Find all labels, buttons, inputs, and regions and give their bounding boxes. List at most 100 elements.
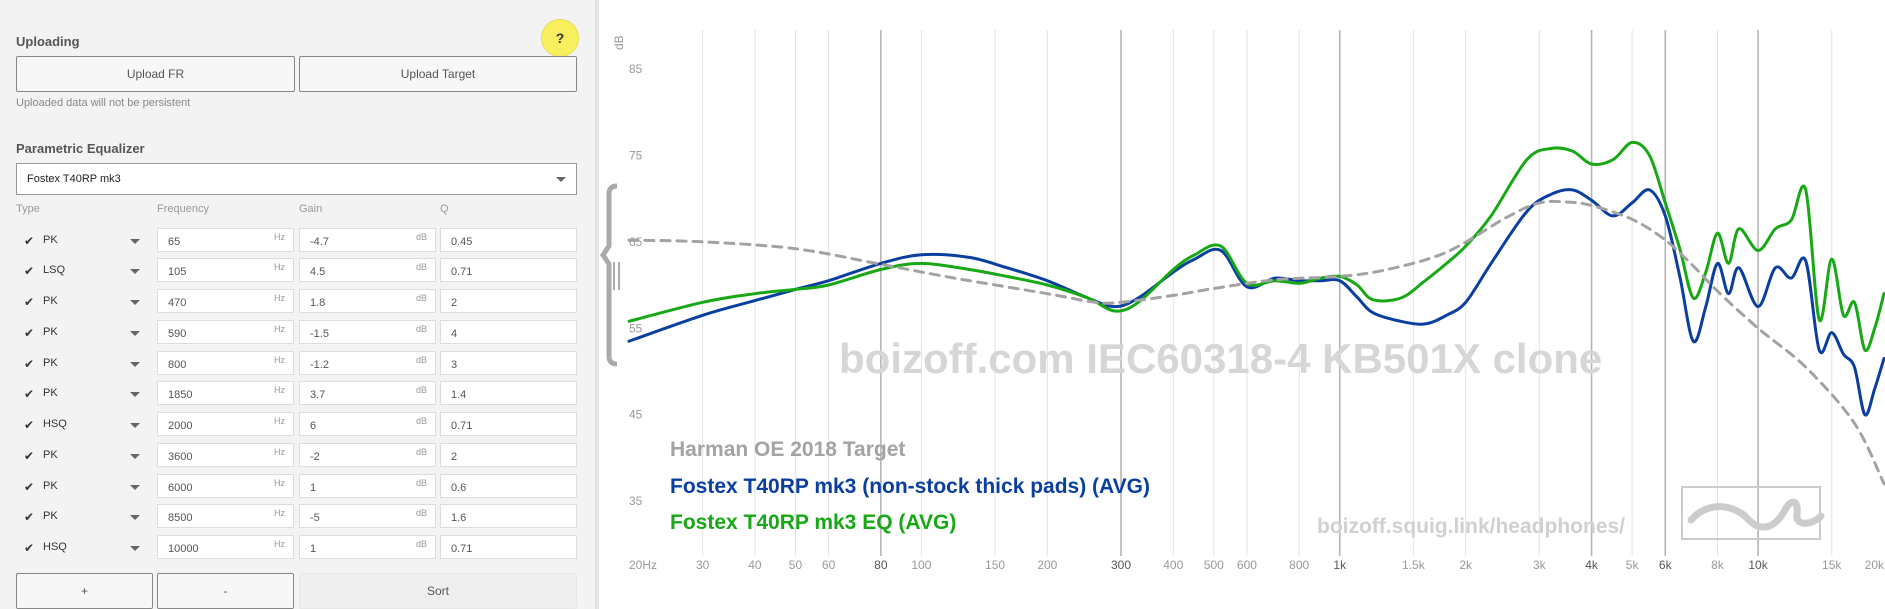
chevron-down-icon[interactable] bbox=[130, 300, 140, 305]
gain-input[interactable]: 4.5 dB bbox=[299, 258, 436, 282]
q-input[interactable]: 0.45 bbox=[440, 228, 577, 252]
q-input[interactable]: 4 bbox=[440, 320, 577, 344]
x-tick-label: 15k bbox=[1822, 558, 1842, 572]
gain-input[interactable]: -2 dB bbox=[299, 443, 436, 467]
filter-type[interactable]: PK bbox=[43, 449, 58, 461]
help-button[interactable]: ? bbox=[541, 19, 579, 57]
chevron-down-icon[interactable] bbox=[130, 239, 140, 244]
frequency-input[interactable]: 8500 Hz bbox=[157, 504, 294, 528]
hz-unit: Hz bbox=[274, 539, 285, 549]
gain-input[interactable]: -5 dB bbox=[299, 504, 436, 528]
grid bbox=[702, 30, 1833, 556]
gain-input[interactable]: 3.7 dB bbox=[299, 381, 436, 405]
x-tick-label: 1k bbox=[1333, 558, 1347, 572]
check-icon[interactable]: ✔ bbox=[24, 295, 35, 309]
filter-type[interactable]: PK bbox=[43, 480, 58, 492]
check-icon[interactable]: ✔ bbox=[24, 387, 35, 401]
chevron-down-icon[interactable] bbox=[130, 392, 140, 397]
check-icon[interactable]: ✔ bbox=[24, 264, 35, 278]
filter-row: ✔ PK 590 Hz -1.5 dB 4 bbox=[16, 320, 577, 346]
model-select[interactable]: Fostex T40RP mk3 bbox=[16, 163, 577, 195]
chevron-down-icon[interactable] bbox=[130, 485, 140, 490]
y-ticks: 85 75 65 55 45 35 bbox=[629, 62, 643, 508]
q-value: 2 bbox=[451, 297, 458, 309]
chevron-down-icon[interactable] bbox=[130, 331, 140, 336]
y-tick-label: 55 bbox=[629, 321, 643, 335]
filter-type[interactable]: PK bbox=[43, 357, 58, 369]
hz-unit: Hz bbox=[274, 385, 285, 395]
frequency-input[interactable]: 65 Hz bbox=[157, 228, 294, 252]
frequency-input[interactable]: 10000 Hz bbox=[157, 535, 294, 559]
frequency-input[interactable]: 6000 Hz bbox=[157, 474, 294, 498]
scale-handle[interactable] bbox=[599, 183, 620, 367]
filter-type[interactable]: PK bbox=[43, 326, 58, 338]
gain-input[interactable]: 6 dB bbox=[299, 412, 436, 436]
q-input[interactable]: 0.71 bbox=[440, 535, 577, 559]
q-input[interactable]: 1.4 bbox=[440, 381, 577, 405]
sort-button[interactable]: Sort bbox=[299, 573, 577, 609]
gain-input[interactable]: -4.7 dB bbox=[299, 228, 436, 252]
check-icon[interactable]: ✔ bbox=[24, 541, 35, 555]
chevron-down-icon[interactable] bbox=[130, 269, 140, 274]
y-tick-label: 75 bbox=[629, 148, 643, 162]
q-input[interactable]: 1.6 bbox=[440, 504, 577, 528]
chevron-down-icon[interactable] bbox=[130, 546, 140, 551]
frequency-input[interactable]: 3600 Hz bbox=[157, 443, 294, 467]
add-filter-button[interactable]: + bbox=[16, 573, 153, 609]
filter-row: ✔ PK 6000 Hz 1 dB 0.6 bbox=[16, 474, 577, 500]
frequency-input[interactable]: 590 Hz bbox=[157, 320, 294, 344]
q-input[interactable]: 3 bbox=[440, 351, 577, 375]
q-input[interactable]: 0.6 bbox=[440, 474, 577, 498]
check-icon[interactable]: ✔ bbox=[24, 510, 35, 524]
q-value: 4 bbox=[451, 328, 458, 340]
remove-filter-button[interactable]: - bbox=[157, 573, 294, 609]
check-icon[interactable]: ✔ bbox=[24, 418, 35, 432]
frequency-input[interactable]: 2000 Hz bbox=[157, 412, 294, 436]
gain-input[interactable]: 1 dB bbox=[299, 535, 436, 559]
gain-input[interactable]: 1.8 dB bbox=[299, 289, 436, 313]
gain-input[interactable]: -1.5 dB bbox=[299, 320, 436, 344]
legend-eq[interactable]: Fostex T40RP mk3 EQ (AVG) bbox=[670, 511, 956, 534]
panel-divider[interactable] bbox=[596, 0, 599, 609]
legend-original[interactable]: Fostex T40RP mk3 (non-stock thick pads) … bbox=[670, 475, 1150, 498]
check-icon[interactable]: ✔ bbox=[24, 449, 35, 463]
check-icon[interactable]: ✔ bbox=[24, 234, 35, 248]
chevron-down-icon[interactable] bbox=[130, 423, 140, 428]
upload-target-button[interactable]: Upload Target bbox=[299, 56, 577, 92]
q-input[interactable]: 0.71 bbox=[440, 412, 577, 436]
legend-target[interactable]: Harman OE 2018 Target bbox=[670, 438, 905, 461]
chevron-down-icon[interactable] bbox=[130, 454, 140, 459]
check-icon[interactable]: ✔ bbox=[24, 326, 35, 340]
frequency-input[interactable]: 1850 Hz bbox=[157, 381, 294, 405]
q-input[interactable]: 0.71 bbox=[440, 258, 577, 282]
squiglink-logo bbox=[1681, 486, 1825, 540]
y-tick-label: 45 bbox=[629, 408, 643, 422]
frequency-input[interactable]: 105 Hz bbox=[157, 258, 294, 282]
q-input[interactable]: 2 bbox=[440, 289, 577, 313]
frequency-input[interactable]: 800 Hz bbox=[157, 351, 294, 375]
chevron-down-icon[interactable] bbox=[130, 362, 140, 367]
q-input[interactable]: 2 bbox=[440, 443, 577, 467]
check-icon[interactable]: ✔ bbox=[24, 480, 35, 494]
filter-type[interactable]: PK bbox=[43, 387, 58, 399]
original-curve[interactable] bbox=[627, 188, 1885, 417]
filter-type[interactable]: PK bbox=[43, 510, 58, 522]
filter-type[interactable]: LSQ bbox=[43, 264, 66, 276]
x-tick-label: 6k bbox=[1659, 558, 1673, 572]
gain-input[interactable]: 1 dB bbox=[299, 474, 436, 498]
x-tick-label: 600 bbox=[1237, 558, 1257, 572]
filter-row: ✔ HSQ 10000 Hz 1 dB 0.71 bbox=[16, 535, 577, 561]
filter-type[interactable]: PK bbox=[43, 295, 58, 307]
check-icon[interactable]: ✔ bbox=[24, 357, 35, 371]
eq-curve[interactable] bbox=[627, 140, 1885, 353]
gain-value: -1.2 bbox=[310, 359, 329, 371]
x-tick-label: 100 bbox=[911, 558, 931, 572]
filter-type[interactable]: HSQ bbox=[43, 418, 67, 430]
chevron-down-icon[interactable] bbox=[130, 515, 140, 520]
filter-type[interactable]: HSQ bbox=[43, 541, 67, 553]
filter-type[interactable]: PK bbox=[43, 234, 58, 246]
frequency-input[interactable]: 470 Hz bbox=[157, 289, 294, 313]
target-curve[interactable] bbox=[627, 199, 1885, 486]
gain-input[interactable]: -1.2 dB bbox=[299, 351, 436, 375]
upload-fr-button[interactable]: Upload FR bbox=[16, 56, 295, 92]
